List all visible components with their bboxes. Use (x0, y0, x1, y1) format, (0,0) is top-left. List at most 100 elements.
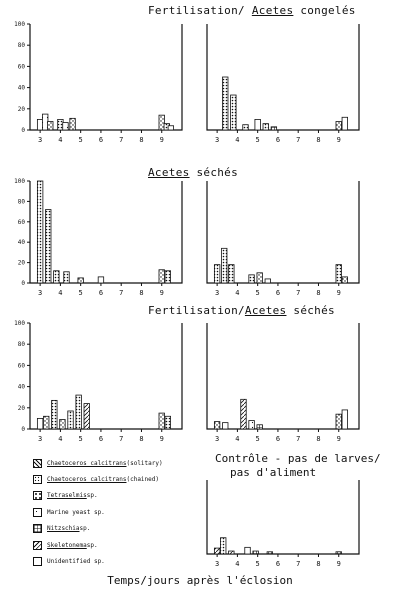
bar (335, 264, 342, 284)
bar (222, 76, 229, 131)
legend-suffix: sp. (86, 492, 98, 500)
y-tick-label: 100 (14, 21, 25, 28)
bar (335, 121, 342, 131)
x-tick-label: 5 (79, 136, 83, 144)
x-tick-label: 8 (316, 435, 320, 443)
y-tick-label: 80 (18, 198, 26, 205)
x-tick-label: 5 (79, 435, 83, 443)
control-title-line2: pas d'aliment (230, 466, 317, 479)
bar (240, 398, 247, 430)
axis-frame (29, 323, 183, 430)
bar (97, 276, 105, 284)
title-row3-u: Acetes (244, 304, 287, 317)
bar (36, 180, 44, 284)
bar (341, 116, 348, 131)
legend-suffix: (chained) (126, 476, 159, 484)
legend-item: Tetraselmis sp. (33, 488, 223, 504)
y-tick-label: 60 (18, 219, 26, 226)
title-row3-pre: Fertilisation/ (148, 304, 245, 317)
bar (228, 264, 235, 284)
bar (43, 415, 50, 430)
bar (335, 551, 342, 555)
bar (67, 410, 74, 430)
x-tick-label: 7 (296, 136, 300, 144)
bar (75, 394, 82, 430)
bar (158, 412, 165, 430)
y-tick-label: 40 (18, 85, 26, 92)
x-tick-label: 3 (215, 136, 219, 144)
legend-item: Chaetoceros calcitrans (solitary) (33, 455, 223, 471)
x-tick-label: 9 (337, 560, 341, 568)
bar (335, 413, 342, 430)
x-tick-label: 9 (337, 136, 341, 144)
x-tick-label: 7 (296, 435, 300, 443)
title-row1-post: congelés (293, 4, 356, 17)
bar (220, 537, 227, 555)
bar (248, 274, 255, 284)
bar (228, 550, 235, 555)
bar (158, 269, 165, 284)
bar (341, 409, 348, 430)
x-tick-label: 7 (119, 289, 123, 297)
bar (242, 124, 249, 131)
x-tick-label: 9 (160, 136, 164, 144)
legend-swatch-unidentified-icon (33, 557, 42, 567)
y-tick-label: 80 (18, 341, 26, 348)
x-tick-label: 5 (256, 289, 260, 297)
axis-frame (206, 24, 360, 131)
y-tick-label: 40 (18, 239, 26, 246)
x-tick-label: 3 (38, 435, 42, 443)
y-tick-label: 100 (14, 320, 25, 327)
legend-swatch-skeletonema-icon (33, 540, 42, 550)
legend: Chaetoceros calcitrans (solitary) Chaeto… (33, 455, 223, 570)
x-tick-label: 3 (215, 560, 219, 568)
title-row2-post: séchés (189, 166, 239, 179)
bar (270, 126, 278, 131)
legend-item: Unidentified sp. (33, 553, 223, 569)
bar (45, 209, 52, 284)
title-row1: Fertilisation/ Acetes congelés (148, 4, 356, 17)
bar (158, 114, 165, 131)
title-row1-u: Acetes (251, 4, 294, 17)
x-tick-label: 6 (99, 289, 103, 297)
bar (213, 264, 221, 284)
x-tick-label: 3 (215, 289, 219, 297)
x-tick-label: 4 (58, 136, 62, 144)
bar (256, 272, 263, 284)
y-tick-label: 0 (21, 426, 25, 433)
title-row3: Fertilisation/Acetes séchés (148, 304, 335, 317)
legend-swatch-chained-icon (33, 475, 42, 485)
x-tick-label: 6 (276, 435, 280, 443)
legend-swatch-nitzschia-icon (33, 524, 42, 534)
bar (47, 121, 54, 131)
legend-suffix: Marine yeast sp. (47, 508, 105, 516)
x-tick-label: 7 (119, 435, 123, 443)
title-row3-post: séchés (286, 304, 335, 317)
legend-swatch-tetraselmis-icon (33, 491, 42, 501)
bar (83, 403, 90, 430)
legend-item: Skeletonema sp. (33, 537, 223, 553)
bar (164, 415, 171, 430)
x-tick-label: 5 (256, 435, 260, 443)
bar (69, 117, 76, 131)
x-tick-label: 6 (99, 136, 103, 144)
bar (248, 420, 255, 430)
axis-frame (206, 480, 360, 555)
x-tick-label: 6 (276, 289, 280, 297)
x-tick-label: 3 (215, 435, 219, 443)
x-tick-label: 6 (276, 560, 280, 568)
bar (341, 276, 348, 284)
x-tick-label: 9 (337, 289, 341, 297)
y-tick-label: 80 (18, 42, 26, 49)
bar (213, 547, 221, 555)
axis-frame (206, 323, 360, 430)
legend-suffix: sp. (79, 525, 91, 533)
x-tick-label: 8 (139, 136, 143, 144)
x-tick-label: 8 (139, 289, 143, 297)
x-tick-label: 8 (316, 136, 320, 144)
legend-item: Marine yeast sp. (33, 504, 223, 520)
y-tick-label: 60 (18, 63, 26, 70)
x-tick-label: 7 (296, 560, 300, 568)
y-tick-label: 100 (14, 178, 25, 185)
bar (222, 422, 229, 430)
